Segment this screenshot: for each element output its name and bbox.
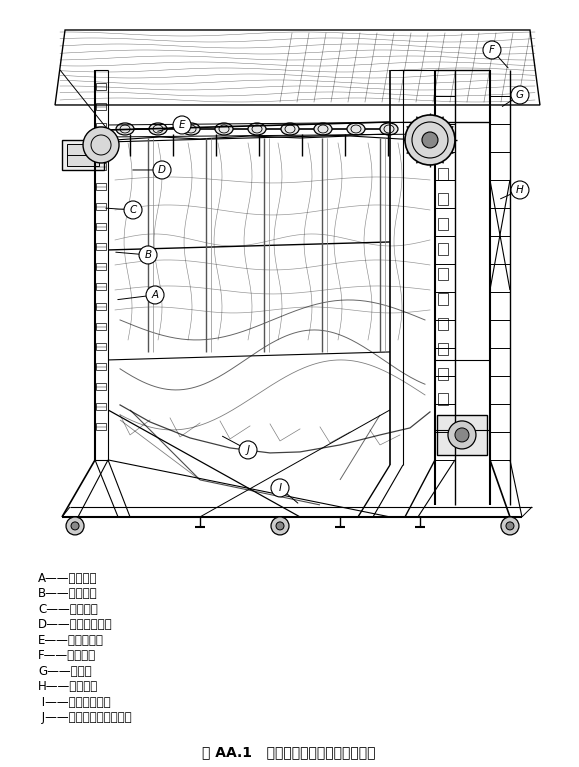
- Bar: [96, 123, 106, 130]
- Bar: [62, 140, 104, 170]
- Bar: [438, 318, 448, 330]
- Bar: [96, 363, 106, 370]
- Ellipse shape: [248, 123, 266, 135]
- Bar: [438, 218, 448, 230]
- Bar: [96, 323, 106, 330]
- Text: I——方形截面棒；: I——方形截面棒；: [38, 696, 111, 709]
- Circle shape: [483, 41, 501, 59]
- Bar: [96, 303, 106, 310]
- Bar: [96, 243, 106, 250]
- Text: G: G: [516, 90, 524, 100]
- Bar: [438, 268, 448, 280]
- Bar: [96, 203, 106, 210]
- Circle shape: [239, 441, 257, 459]
- Ellipse shape: [281, 123, 299, 135]
- Text: E——锁紧围住；: E——锁紧围住；: [38, 634, 104, 647]
- Bar: [96, 403, 106, 410]
- Circle shape: [66, 517, 84, 535]
- Bar: [96, 83, 106, 90]
- Circle shape: [139, 246, 157, 264]
- Circle shape: [71, 522, 79, 530]
- Bar: [96, 423, 106, 430]
- Circle shape: [83, 127, 119, 163]
- Ellipse shape: [182, 123, 200, 135]
- Circle shape: [271, 479, 289, 497]
- Circle shape: [511, 86, 529, 104]
- Circle shape: [506, 522, 514, 530]
- Text: A——传动链；: A——传动链；: [38, 572, 97, 585]
- Text: C: C: [129, 205, 137, 215]
- Text: E: E: [179, 120, 185, 130]
- Bar: [96, 283, 106, 290]
- Text: J: J: [247, 445, 250, 455]
- Circle shape: [153, 161, 171, 179]
- Bar: [96, 343, 106, 350]
- Bar: [96, 223, 106, 230]
- Bar: [438, 293, 448, 305]
- Bar: [96, 163, 106, 170]
- Bar: [438, 168, 448, 180]
- Bar: [438, 243, 448, 255]
- Ellipse shape: [380, 123, 398, 135]
- Bar: [96, 263, 106, 270]
- Text: 图 AA.1   外壳材料的机械强度试验装置: 图 AA.1 外壳材料的机械强度试验装置: [202, 745, 376, 759]
- Text: C——传动链；: C——传动链；: [38, 603, 98, 616]
- Text: J——试验中的外壳材料。: J——试验中的外壳材料。: [38, 712, 131, 725]
- Text: H——幾引杆；: H——幾引杆；: [38, 680, 98, 693]
- Bar: [437, 415, 487, 455]
- Bar: [438, 343, 448, 355]
- Text: B: B: [144, 250, 152, 260]
- Bar: [438, 393, 448, 405]
- Bar: [96, 183, 106, 190]
- Circle shape: [501, 517, 519, 535]
- Ellipse shape: [347, 123, 365, 135]
- Circle shape: [146, 286, 164, 304]
- Circle shape: [422, 132, 438, 148]
- Circle shape: [455, 428, 469, 442]
- Ellipse shape: [314, 123, 332, 135]
- Circle shape: [271, 517, 289, 535]
- Bar: [438, 368, 448, 380]
- Text: A: A: [152, 290, 159, 300]
- Circle shape: [173, 116, 191, 134]
- Text: F——围住臂；: F——围住臂；: [38, 650, 96, 663]
- Ellipse shape: [116, 123, 134, 135]
- Circle shape: [124, 201, 142, 219]
- Circle shape: [511, 181, 529, 199]
- Bar: [96, 103, 106, 110]
- Text: D——自调节轴承；: D——自调节轴承；: [38, 618, 113, 631]
- Text: G——齿轮；: G——齿轮；: [38, 665, 91, 678]
- Text: I: I: [278, 483, 281, 493]
- Bar: [438, 193, 448, 205]
- Circle shape: [405, 115, 455, 165]
- Bar: [67, 144, 99, 166]
- Bar: [96, 383, 106, 390]
- Text: H: H: [516, 185, 524, 195]
- Bar: [438, 143, 448, 155]
- Ellipse shape: [149, 123, 167, 135]
- Bar: [96, 143, 106, 150]
- Ellipse shape: [215, 123, 233, 135]
- Circle shape: [276, 522, 284, 530]
- Circle shape: [448, 421, 476, 449]
- Text: F: F: [489, 45, 495, 55]
- Text: D: D: [158, 165, 166, 175]
- Text: B——夹紧杆；: B——夹紧杆；: [38, 588, 98, 601]
- Bar: [438, 418, 448, 430]
